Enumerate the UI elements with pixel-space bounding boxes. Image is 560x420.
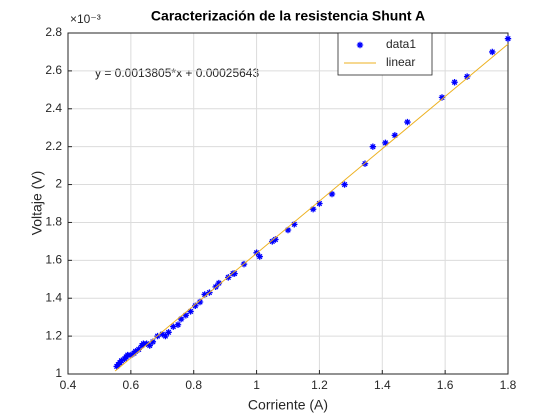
- y-multiplier: ×10⁻³: [70, 12, 101, 26]
- x-tick-label: 0.4: [60, 378, 77, 392]
- data-point: [170, 323, 177, 330]
- y-tick-label: 1: [55, 366, 62, 380]
- fit-line: [114, 43, 509, 372]
- data-point: [127, 351, 135, 359]
- x-tick-label: 1.2: [311, 378, 328, 392]
- data-point: [196, 298, 204, 306]
- data-point: [149, 338, 157, 345]
- legend-box: [337, 32, 433, 76]
- x-tick-label: 0.8: [185, 378, 202, 392]
- fit-equation: y = 0.0013805*x + 0.00025643: [95, 66, 259, 80]
- x-tick-label: 0.6: [123, 378, 140, 392]
- data-point: [162, 332, 169, 340]
- data-point: [451, 79, 458, 86]
- data-point: [269, 238, 276, 245]
- data-point: [182, 312, 190, 319]
- y-tick-label: 1.2: [45, 328, 62, 342]
- data-point: [201, 291, 208, 298]
- data-point: [489, 48, 496, 56]
- data-point: [284, 226, 292, 234]
- data-point: [316, 200, 323, 207]
- data-point: [382, 139, 389, 147]
- y-tick-label: 2.6: [45, 63, 62, 77]
- x-tick-label: 1.4: [374, 378, 391, 392]
- data-point: [463, 73, 471, 80]
- legend-marker: [356, 41, 364, 49]
- data-point: [328, 190, 336, 198]
- data-point: [404, 118, 411, 126]
- y-tick-label: 2.4: [45, 101, 62, 115]
- y-axis-label: Voltaje (V): [29, 171, 45, 236]
- y-tick-label: 2: [55, 177, 62, 191]
- x-axis-label: Corriente (A): [248, 397, 328, 413]
- x-tick-label: 1: [253, 378, 260, 392]
- y-tick-label: 1.6: [45, 253, 62, 267]
- data-point: [309, 205, 317, 213]
- data-point: [174, 321, 182, 328]
- data-point: [231, 270, 238, 277]
- y-tick-label: 1.4: [45, 290, 62, 304]
- legend-label: linear: [386, 55, 415, 69]
- data-point: [438, 94, 446, 101]
- data-point: [187, 308, 194, 315]
- data-point: [118, 357, 125, 364]
- data-point: [192, 302, 199, 309]
- data-point: [291, 221, 298, 228]
- data-point: [369, 143, 377, 150]
- data-point: [132, 348, 139, 355]
- y-tick-label: 2.8: [45, 25, 62, 39]
- data-point: [165, 329, 172, 336]
- y-tick-label: 2.2: [45, 139, 62, 153]
- data-point: [159, 331, 166, 338]
- legend-label: data1: [386, 37, 416, 51]
- data-point: [215, 279, 223, 287]
- chart-title: Caracterización de la resistencia Shunt …: [151, 8, 425, 24]
- data-point: [256, 253, 263, 260]
- data-point: [391, 132, 399, 139]
- data-point: [272, 236, 279, 243]
- x-tick-label: 1.6: [437, 378, 454, 392]
- plot-frame: [67, 32, 509, 375]
- x-tick-label: 1.8: [500, 378, 517, 392]
- data-point: [177, 315, 185, 323]
- data-point: [146, 342, 153, 349]
- data-point: [504, 35, 512, 42]
- data-point: [341, 181, 348, 188]
- data-point: [135, 346, 142, 353]
- y-tick-label: 1.8: [45, 215, 62, 229]
- data-point: [143, 340, 150, 347]
